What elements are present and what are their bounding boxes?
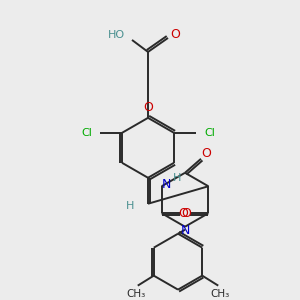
Text: O: O — [182, 207, 192, 220]
Text: N: N — [162, 178, 171, 191]
Text: N: N — [180, 224, 190, 237]
Text: HO: HO — [108, 30, 125, 40]
Text: CH₃: CH₃ — [126, 289, 146, 298]
Text: Cl: Cl — [204, 128, 215, 138]
Text: H: H — [172, 173, 181, 183]
Text: Cl: Cl — [81, 128, 92, 138]
Text: O: O — [170, 28, 180, 41]
Text: H: H — [126, 201, 134, 211]
Text: CH₃: CH₃ — [211, 289, 230, 298]
Text: O: O — [178, 207, 188, 220]
Text: O: O — [143, 101, 153, 114]
Text: O: O — [201, 147, 211, 160]
